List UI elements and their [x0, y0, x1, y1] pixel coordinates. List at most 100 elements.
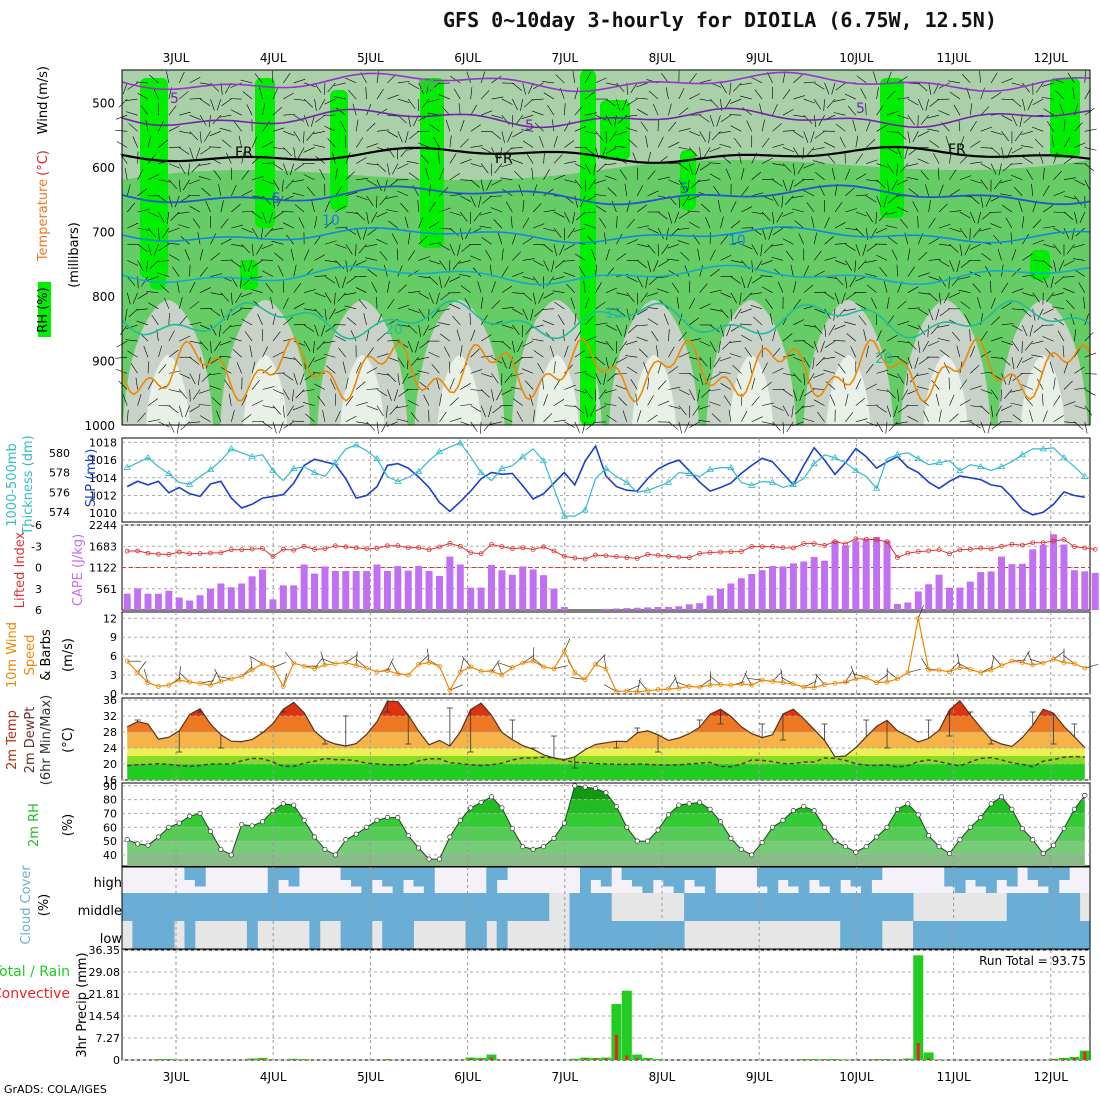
rh-point — [406, 833, 410, 837]
cloud-cell — [476, 921, 487, 949]
convective-precip-bar — [1073, 1058, 1076, 1060]
rh-point — [260, 820, 264, 824]
moist-streak — [420, 78, 444, 248]
temp-unit-label: (°C) — [61, 727, 76, 753]
cape-bar — [1019, 564, 1026, 610]
rh-point — [854, 850, 858, 854]
cloud-cell — [132, 921, 143, 949]
cape-bar — [1040, 545, 1047, 610]
date-bottom-label: 3JUL — [163, 1070, 190, 1084]
moist-streak — [1030, 250, 1050, 280]
temp-tick: 32 — [103, 710, 117, 723]
cloud-cell — [642, 921, 653, 949]
rh-point — [479, 800, 483, 804]
lifted-tick: -6 — [31, 519, 42, 532]
rh-point — [583, 785, 587, 789]
cloud-cell — [184, 867, 195, 880]
wind-tick: 12 — [103, 612, 117, 625]
cloud-cell — [684, 867, 695, 880]
cloud-cell — [278, 867, 289, 880]
cape-bar — [124, 594, 131, 610]
cloud-cell — [1069, 921, 1080, 949]
wind10-frame — [122, 612, 1090, 694]
moist-streak — [240, 260, 258, 290]
convective-precip-bar — [917, 1043, 920, 1060]
cloud-cell — [309, 921, 320, 949]
cloud-cell — [1069, 893, 1080, 921]
date-bottom-label: 9JUL — [746, 1070, 773, 1084]
rh-point — [177, 821, 181, 825]
cloud-cell — [923, 921, 934, 949]
cloud-cell — [528, 893, 539, 921]
cloud-cell — [393, 867, 404, 893]
convective-precip-bar — [802, 1059, 805, 1060]
cape-bar — [228, 587, 235, 610]
rh-point — [802, 804, 806, 808]
rh-point — [208, 829, 212, 833]
cloud-cell — [830, 893, 841, 921]
cape-tick: 561 — [96, 583, 117, 596]
temp-tick: 20 — [103, 758, 117, 771]
cape-bar — [353, 571, 360, 610]
precip-frame — [122, 950, 1090, 1060]
temp-tick: 28 — [103, 726, 117, 739]
rh-band — [122, 855, 1090, 866]
pressure-tick: 1000 — [84, 419, 115, 433]
total-precip-bar — [622, 991, 632, 1060]
cloud-cell — [684, 893, 695, 921]
rh-point — [396, 815, 400, 819]
cape-bar — [301, 565, 308, 610]
cape-bar — [249, 576, 256, 610]
thickness-tick: 576 — [49, 486, 70, 499]
date-top-label: 11JUL — [936, 51, 971, 65]
cape-bar — [727, 583, 734, 610]
rh-point — [219, 847, 223, 851]
cloud-cell — [476, 893, 487, 921]
cape-bar — [436, 576, 443, 610]
rh-point — [625, 825, 629, 829]
cloud-cell — [1017, 893, 1028, 921]
cape-bar — [779, 566, 786, 610]
convective-precip-bar — [490, 1058, 493, 1060]
rh-point — [281, 802, 285, 806]
cloud-cell — [986, 867, 997, 893]
cape-bar — [561, 607, 568, 610]
rh-point — [791, 808, 795, 812]
convective-precip-bar — [1083, 1052, 1086, 1060]
cloud-cell — [757, 867, 768, 887]
contour-label: 5 — [525, 118, 534, 134]
cloud-cell — [871, 921, 882, 949]
rh-point — [822, 825, 826, 829]
cape-bar — [748, 574, 755, 610]
rh-point — [552, 836, 556, 840]
cloud-cell — [1048, 921, 1059, 949]
rh-point — [833, 839, 837, 843]
cloud-cell — [289, 893, 300, 921]
rh-point — [437, 857, 441, 861]
cloud-cell — [1059, 921, 1070, 949]
cloud-cell — [611, 921, 622, 949]
cloud-cell — [570, 893, 581, 921]
cape-bar — [1081, 571, 1088, 610]
cape-bar — [155, 594, 162, 610]
cape-tick: 1122 — [89, 562, 117, 575]
cloud-cell — [1017, 921, 1028, 949]
grads-credit: GrADS: COLA/IGES — [4, 1083, 107, 1096]
precip-tick: 21.81 — [89, 988, 121, 1001]
cape-bar — [925, 584, 932, 610]
cape-bar — [467, 588, 474, 610]
rh-point — [239, 822, 243, 826]
cape-bar — [217, 583, 224, 610]
rh-point — [739, 847, 743, 851]
rh-point — [468, 806, 472, 810]
cape-bar — [707, 596, 714, 610]
rh-point — [364, 825, 368, 829]
rh-band — [122, 800, 1090, 814]
rh-point — [812, 808, 816, 812]
moist-streak — [580, 70, 596, 425]
cape-bar — [904, 602, 911, 610]
cloud-cell — [143, 921, 154, 949]
cloud-cell — [309, 893, 320, 921]
cloud-cell — [840, 921, 851, 949]
cloud-cell — [247, 893, 258, 921]
